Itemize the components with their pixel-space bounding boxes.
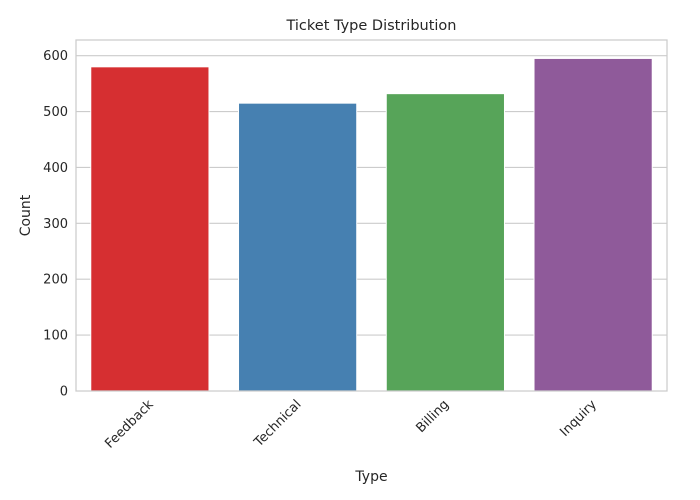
y-tick-label: 300 xyxy=(43,217,68,232)
chart-title: Ticket Type Distribution xyxy=(285,18,456,34)
y-tick-label: 100 xyxy=(43,329,68,344)
y-tick-label: 400 xyxy=(43,161,68,176)
x-axis-ticks: Feedback Technical Billing Inquiry xyxy=(102,397,600,452)
plot-area-frame xyxy=(75,39,668,392)
y-tick-label: 600 xyxy=(43,49,68,64)
x-tick-label: Billing xyxy=(413,397,452,436)
x-tick-label: Feedback xyxy=(102,397,157,452)
y-axis-label: Count xyxy=(18,194,34,236)
y-tick-label: 500 xyxy=(43,105,68,120)
x-tick-label: Technical xyxy=(251,397,305,451)
y-axis-ticks: 0 100 200 300 400 500 600 xyxy=(43,49,68,399)
y-tick-label: 200 xyxy=(43,273,68,288)
bar-billing xyxy=(385,93,505,392)
bar-feedback xyxy=(90,66,210,392)
y-tick-label: 0 xyxy=(60,385,68,400)
bar-inquiry xyxy=(533,57,653,392)
x-axis-label: Type xyxy=(354,469,387,485)
bars xyxy=(90,57,653,392)
bar-technical xyxy=(238,102,358,392)
x-tick-label: Inquiry xyxy=(557,397,600,440)
